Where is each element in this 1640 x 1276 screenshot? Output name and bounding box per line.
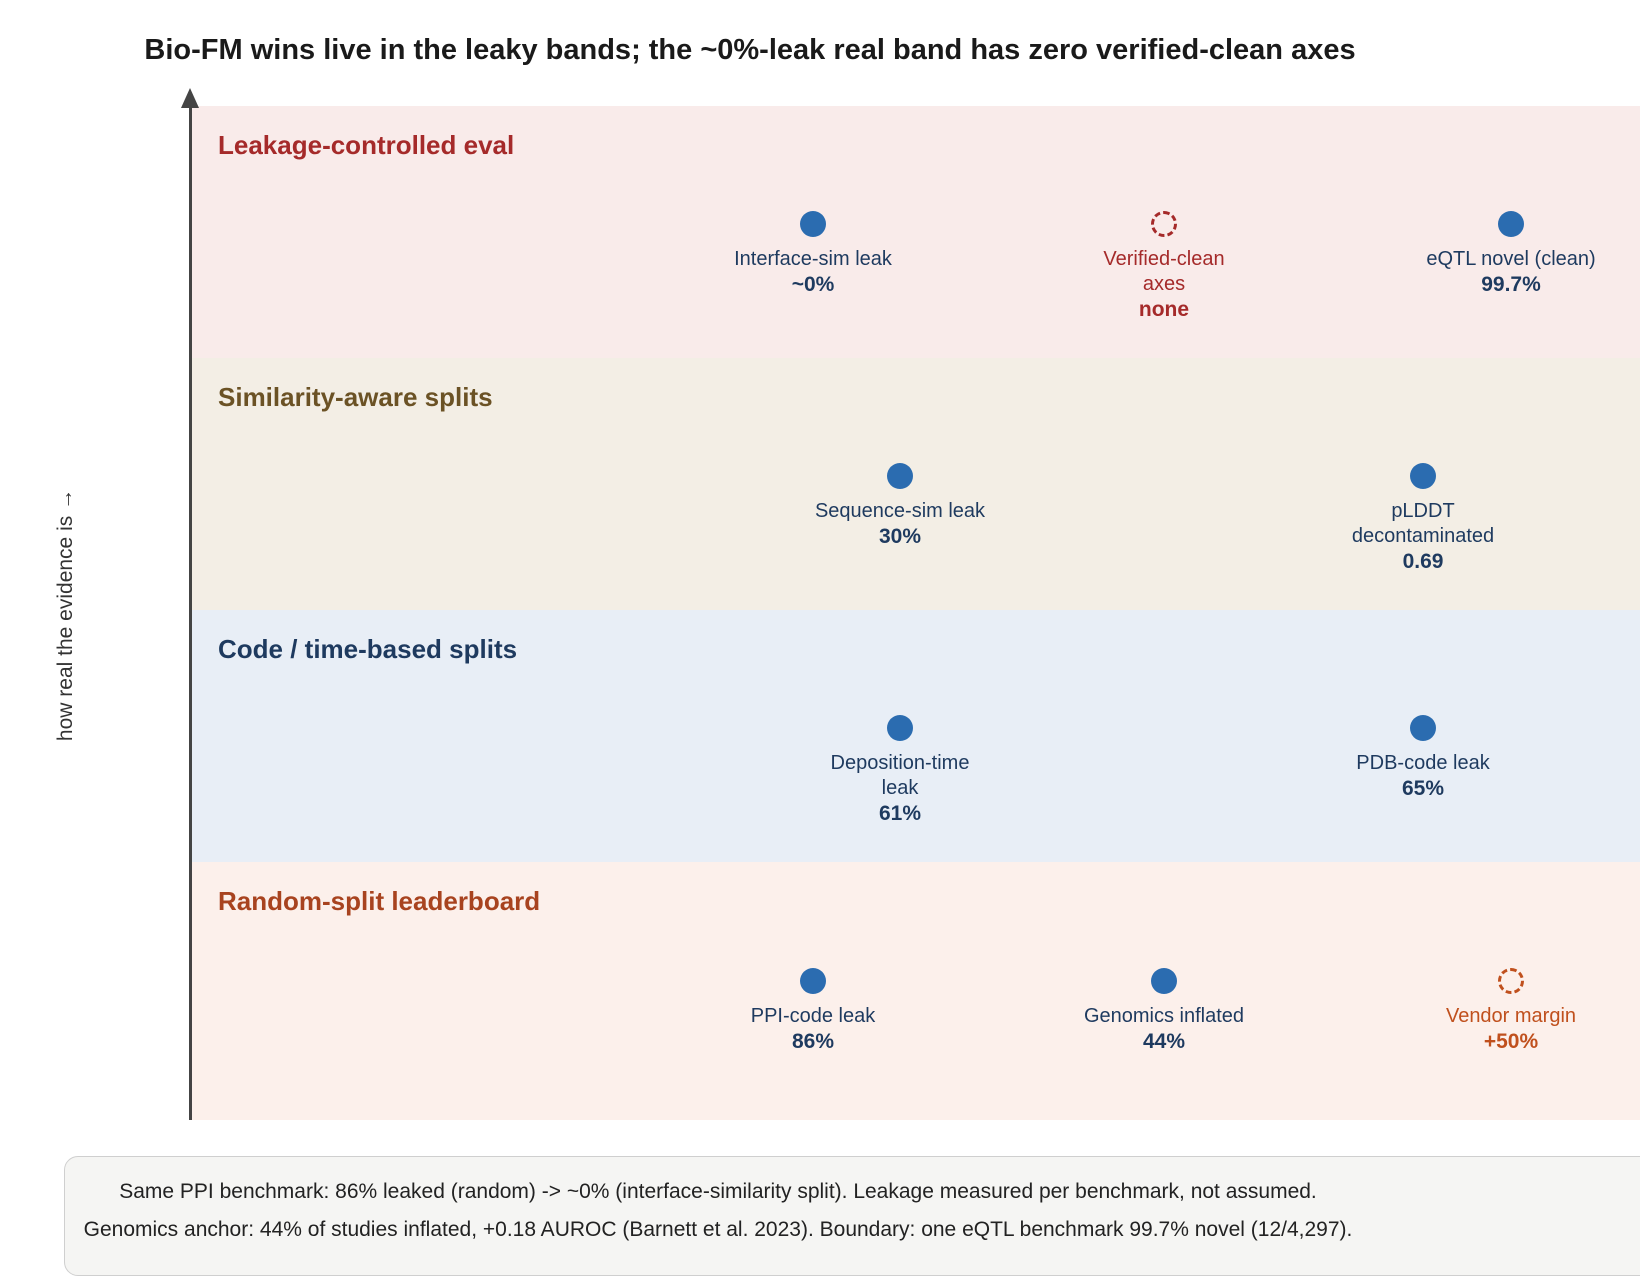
point-value: 61%	[878, 802, 922, 825]
point-dot	[1410, 715, 1436, 741]
point-dot	[887, 463, 913, 489]
point-value: 0.69	[1402, 550, 1444, 573]
band-code-time: Code / time-based splits	[192, 610, 1640, 862]
point-ppi-code-leak: PPI-code leak 86%	[683, 968, 943, 1054]
point-label: pLDDT decontaminated	[1351, 500, 1495, 547]
point-value: ~0%	[791, 273, 835, 296]
point-dot	[1410, 463, 1436, 489]
point-deposition-time-leak: Deposition-time leak 61%	[770, 715, 1030, 826]
point-label: PDB-code leak	[1356, 752, 1490, 774]
point-genomics-inflated: Genomics inflated 44%	[1034, 968, 1294, 1054]
band-similarity-aware: Similarity-aware splits	[192, 358, 1640, 610]
y-axis-line	[189, 104, 192, 1120]
point-dot-hollow	[1151, 211, 1177, 237]
point-value: 44%	[1142, 1030, 1186, 1053]
point-dot	[1498, 211, 1524, 237]
band-label: Random-split leaderboard	[218, 886, 541, 916]
band-random-split: Random-split leaderboard	[192, 862, 1640, 1120]
point-label: Verified-clean axes	[1103, 248, 1225, 295]
y-axis-label: how real the evidence is →	[54, 488, 77, 742]
point-label: Interface-sim leak	[734, 248, 892, 270]
point-plddt-decontaminated: pLDDT decontaminated 0.69	[1293, 463, 1553, 574]
band-label: Code / time-based splits	[218, 634, 518, 664]
point-dot	[800, 968, 826, 994]
point-dot	[887, 715, 913, 741]
chart-title: Bio-FM wins live in the leaky bands; the…	[144, 34, 1356, 66]
point-value: 99.7%	[1481, 273, 1541, 296]
point-label: Deposition-time leak	[830, 752, 970, 799]
point-pdb-code-leak: PDB-code leak 65%	[1293, 715, 1553, 801]
point-label: PPI-code leak	[750, 1005, 876, 1027]
band-label: Leakage-controlled eval	[218, 130, 515, 160]
point-dot	[800, 211, 826, 237]
point-vendor-margin: Vendor margin +50%	[1381, 968, 1640, 1054]
note-line-2: Genomics anchor: 44% of studies inflated…	[83, 1218, 1353, 1241]
point-eqtl-novel: eQTL novel (clean) 99.7%	[1381, 211, 1640, 297]
band-label: Similarity-aware splits	[218, 382, 493, 412]
point-label: eQTL novel (clean)	[1426, 248, 1596, 270]
point-value: 86%	[791, 1030, 835, 1053]
notes-box	[64, 1156, 1640, 1276]
point-label: Sequence-sim leak	[814, 500, 986, 522]
point-value: 30%	[878, 525, 922, 548]
point-label: Genomics inflated	[1083, 1005, 1245, 1027]
point-sequence-sim-leak: Sequence-sim leak 30%	[770, 463, 1030, 549]
point-dot-hollow	[1498, 968, 1524, 994]
point-label: Vendor margin	[1445, 1005, 1577, 1027]
point-value: 65%	[1401, 777, 1445, 800]
note-line-1: Same PPI benchmark: 86% leaked (random) …	[119, 1180, 1317, 1203]
point-interface-sim-leak: Interface-sim leak ~0%	[683, 211, 943, 297]
point-verified-clean-axes: Verified-clean axes none	[1034, 211, 1294, 322]
band-leakage-controlled: Leakage-controlled eval	[192, 106, 1640, 358]
point-value: none	[1138, 298, 1190, 321]
point-dot	[1151, 968, 1177, 994]
y-axis-arrow-icon	[181, 88, 199, 108]
point-value: +50%	[1483, 1030, 1539, 1053]
